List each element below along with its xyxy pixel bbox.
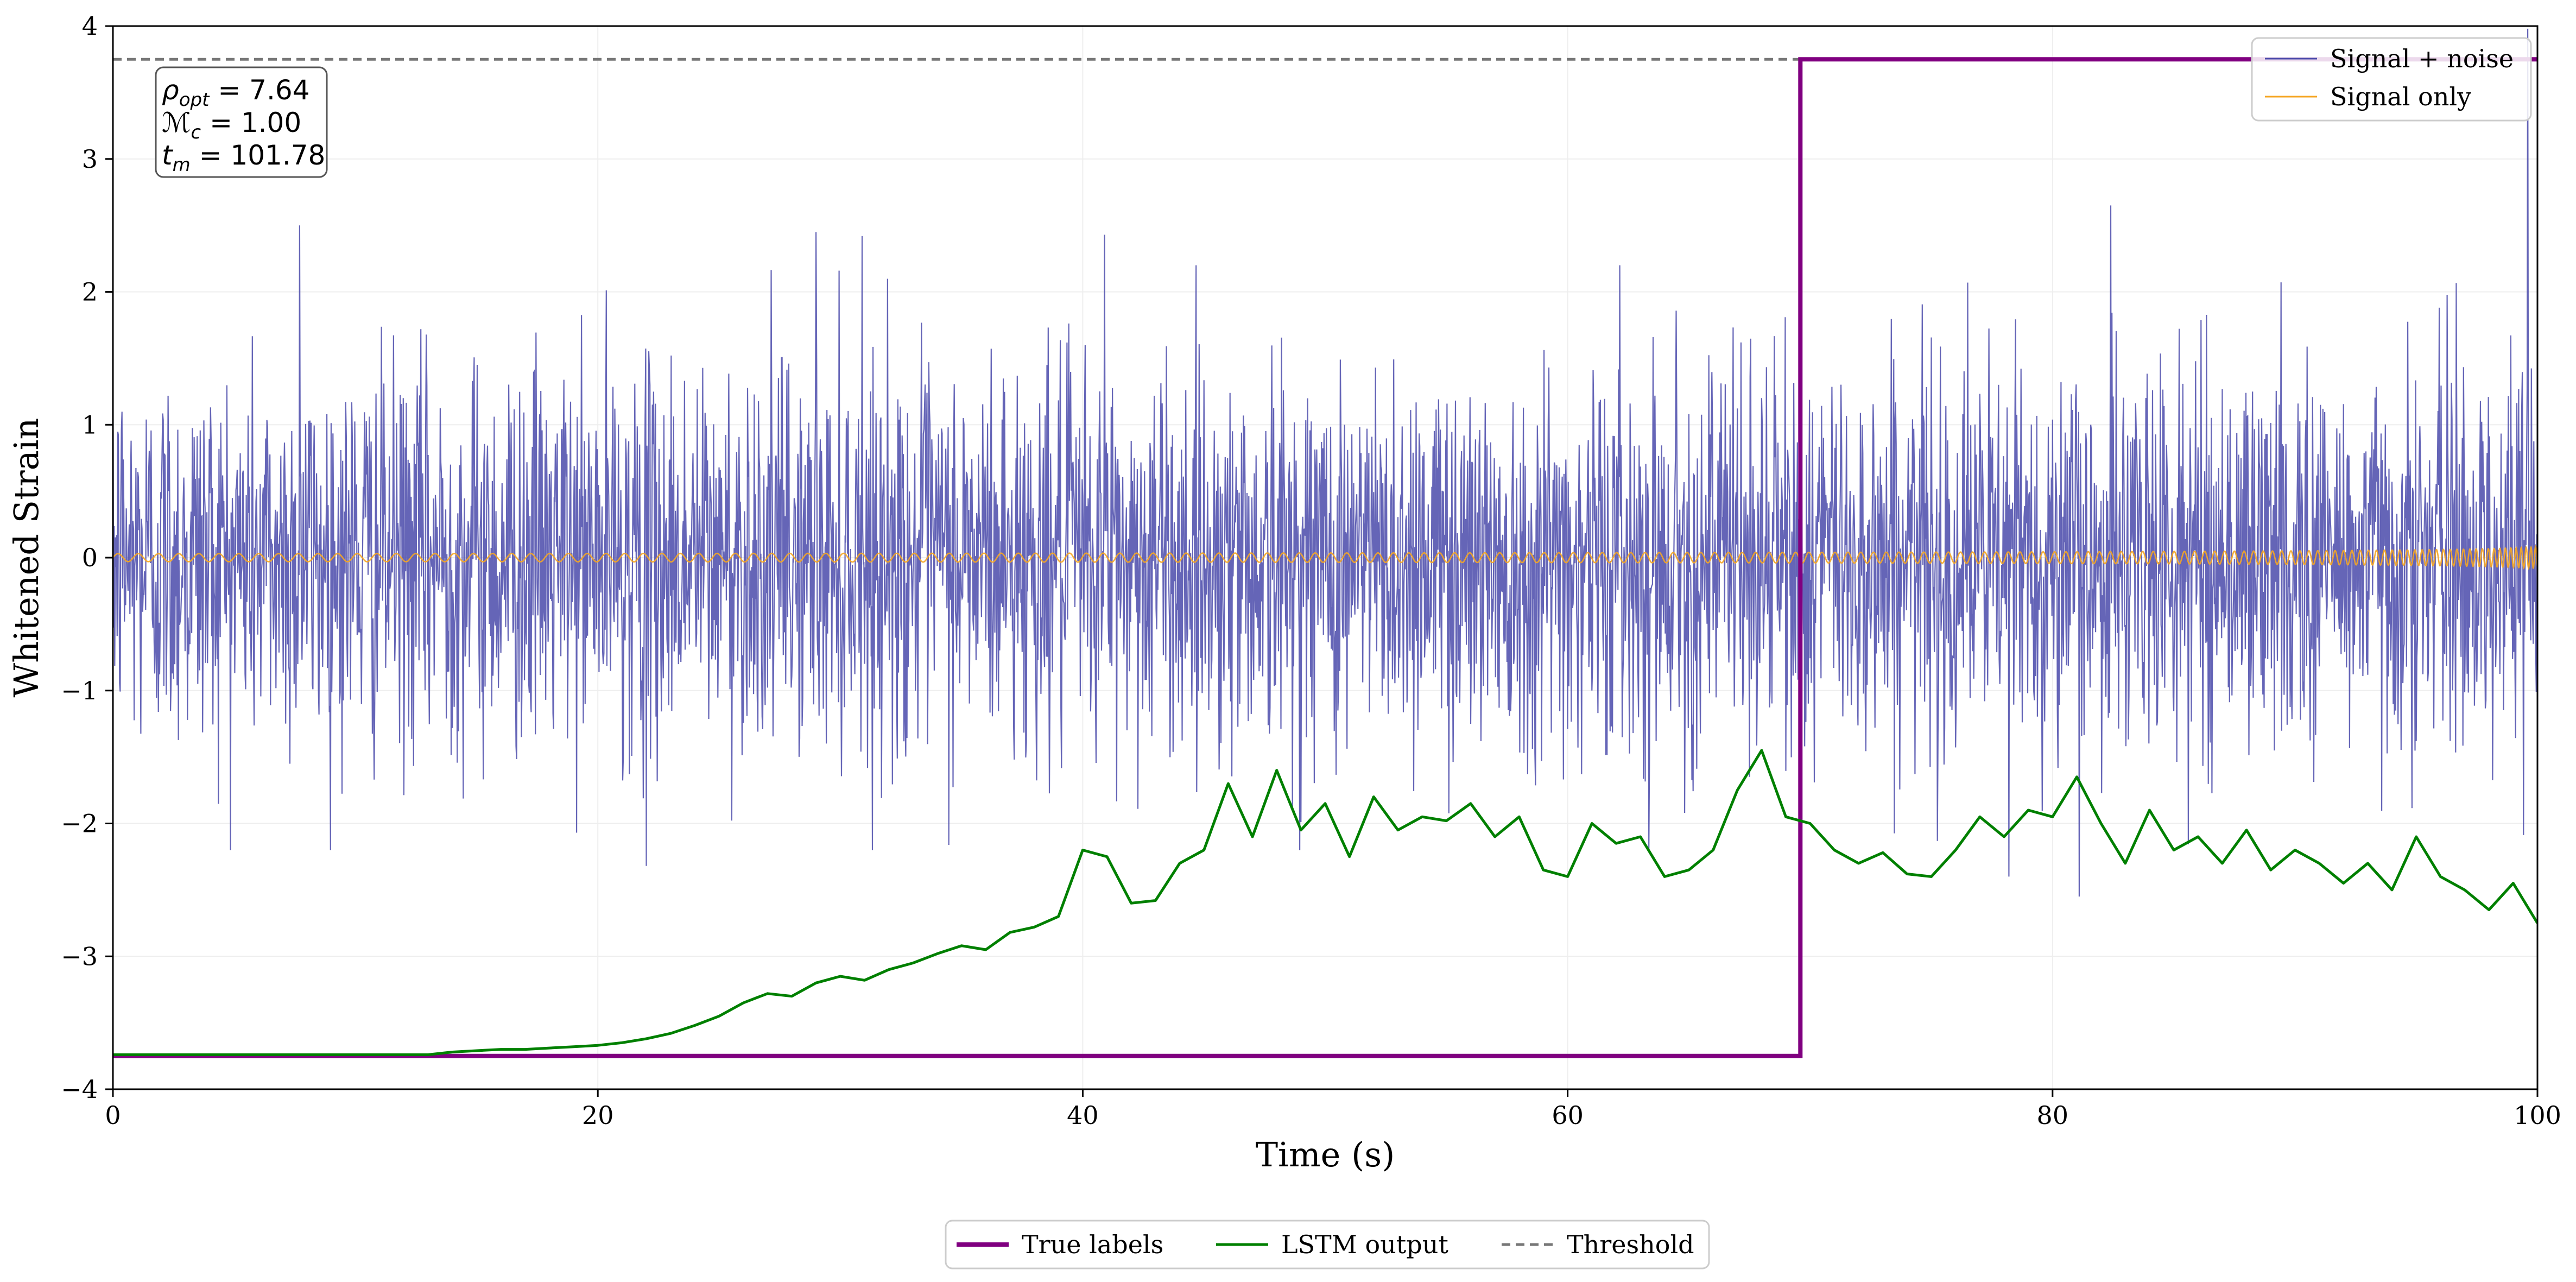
annotation-box (155, 66, 328, 178)
y-tick-label: 1 (82, 410, 98, 439)
y-tick-label: −1 (61, 676, 98, 705)
series-lstm-output (113, 749, 2537, 1056)
tm-symbol: t (162, 140, 174, 171)
tm-subscript: m (173, 154, 191, 176)
y-axis-title: Whitened Strain (7, 418, 46, 698)
legend-bottom: True labels LSTM output Threshold (945, 1220, 1710, 1270)
rho-subscript: opt (179, 89, 210, 111)
series-signal-only (113, 545, 2537, 570)
x-tick-label: 100 (2514, 1101, 2561, 1130)
x-axis-title: Time (s) (1256, 1135, 1395, 1174)
x-tick-label: 60 (1552, 1101, 1584, 1130)
annotation-mc: ℳc = 1.00 (162, 107, 301, 143)
legend-bottom-box (945, 1220, 1710, 1270)
x-tick-label: 80 (2037, 1101, 2069, 1130)
tm-value: = 101.78 (191, 140, 326, 171)
x-tick-label: 0 (105, 1101, 121, 1130)
x-tick-label: 20 (582, 1101, 614, 1130)
legend-top-right-box (2251, 37, 2532, 122)
annotation-rho: ρopt = 7.64 (162, 74, 309, 111)
legend-signal-noise-label: Signal + noise (2330, 44, 2514, 73)
y-tick-label: −2 (61, 809, 98, 838)
y-tick-label: −4 (61, 1075, 98, 1104)
axis-ticks: 0 20 40 60 80 100 −4 −3 −2 −1 0 1 2 3 4 (61, 11, 2561, 1130)
mc-symbol: ℳ (162, 107, 191, 138)
y-tick-label: 3 (82, 144, 98, 174)
y-tick-label: −3 (61, 942, 98, 971)
parameter-annotation: ρopt = 7.64 ℳc = 1.00 tm = 101.78 (155, 66, 328, 178)
y-tick-label: 2 (82, 277, 98, 307)
plot-area (113, 28, 2537, 1058)
legend-top-right: Signal + noise Signal only (2251, 37, 2532, 122)
series-signal-noise (113, 28, 2537, 897)
y-tick-label: 4 (82, 11, 98, 41)
x-tick-label: 40 (1067, 1101, 1099, 1130)
y-tick-label: 0 (82, 543, 98, 572)
series-true-labels (113, 57, 2537, 1058)
legend-lstm-output-label: LSTM output (1281, 1230, 1448, 1259)
rho-symbol: ρ (162, 74, 179, 106)
legend-signal-only-label: Signal only (2330, 82, 2471, 111)
rho-value: = 7.64 (209, 74, 309, 106)
legend-true-labels-label: True labels (1022, 1230, 1163, 1259)
legend-threshold-label: Threshold (1567, 1230, 1694, 1259)
mc-subscript: c (191, 122, 201, 143)
mc-value: = 1.00 (201, 107, 301, 138)
annotation-tm: tm = 101.78 (162, 140, 325, 176)
